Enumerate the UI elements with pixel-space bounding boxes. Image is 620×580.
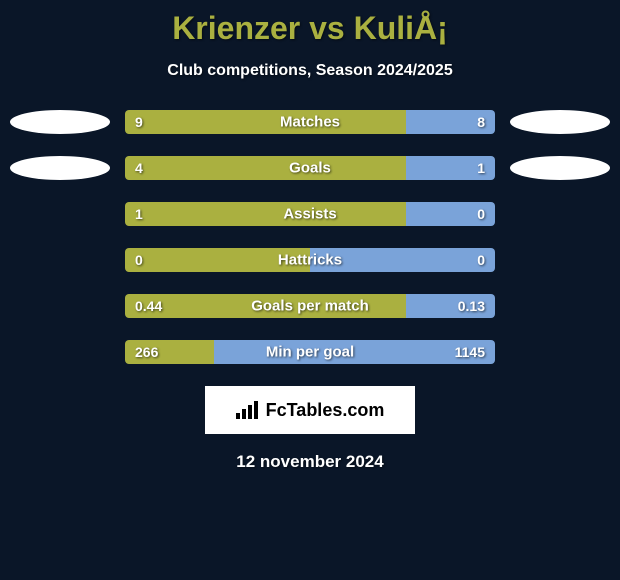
right-value: 1145 (455, 344, 485, 360)
left-value: 0 (135, 252, 143, 268)
logo-box: FcTables.com (205, 386, 415, 434)
bar-container: 4 1 Goals (125, 156, 495, 180)
bar-left: 1 (125, 202, 406, 226)
right-value: 0 (477, 252, 485, 268)
comparison-row: 4 1 Goals (10, 156, 610, 180)
comparison-row: 0.44 0.13 Goals per match (10, 294, 610, 318)
left-value: 266 (135, 344, 158, 360)
bar-label: Min per goal (266, 344, 354, 361)
comparison-row: 0 0 Hattricks (10, 248, 610, 272)
bar-container: 0.44 0.13 Goals per match (125, 294, 495, 318)
right-value: 1 (477, 160, 485, 176)
bar-container: 1 0 Assists (125, 202, 495, 226)
bar-container: 0 0 Hattricks (125, 248, 495, 272)
page-title: Krienzer vs KuliÅ¡ (0, 0, 620, 47)
bar-container: 9 8 Matches (125, 110, 495, 134)
bar-label: Matches (280, 114, 340, 131)
bar-right: 1145 (214, 340, 495, 364)
bar-right: 0 (406, 202, 495, 226)
right-value: 0 (477, 206, 485, 222)
right-value: 8 (477, 114, 485, 130)
bar-label: Hattricks (278, 252, 342, 269)
right-ellipse (510, 110, 610, 134)
comparison-container: 9 8 Matches 4 1 Goals 1 0 Assists 0 0 Hattricks 0.44… (0, 110, 620, 364)
left-value: 4 (135, 160, 143, 176)
page-subtitle: Club competitions, Season 2024/2025 (0, 62, 620, 80)
bar-right: 0.13 (406, 294, 495, 318)
bar-left: 266 (125, 340, 214, 364)
bar-right: 1 (406, 156, 495, 180)
comparison-row: 266 1145 Min per goal (10, 340, 610, 364)
chart-icon (236, 401, 260, 419)
bar-label: Assists (283, 206, 336, 223)
bar-container: 266 1145 Min per goal (125, 340, 495, 364)
bar-right: 8 (406, 110, 495, 134)
comparison-row: 9 8 Matches (10, 110, 610, 134)
left-value: 1 (135, 206, 143, 222)
left-ellipse (10, 110, 110, 134)
bar-left: 4 (125, 156, 406, 180)
left-value: 0.44 (135, 298, 162, 314)
date-label: 12 november 2024 (0, 452, 620, 472)
bar-label: Goals (289, 160, 331, 177)
logo-text: FcTables.com (266, 400, 385, 421)
right-ellipse (510, 156, 610, 180)
comparison-row: 1 0 Assists (10, 202, 610, 226)
left-ellipse (10, 156, 110, 180)
right-value: 0.13 (458, 298, 485, 314)
bar-left: 9 (125, 110, 406, 134)
bar-label: Goals per match (251, 298, 369, 315)
left-value: 9 (135, 114, 143, 130)
